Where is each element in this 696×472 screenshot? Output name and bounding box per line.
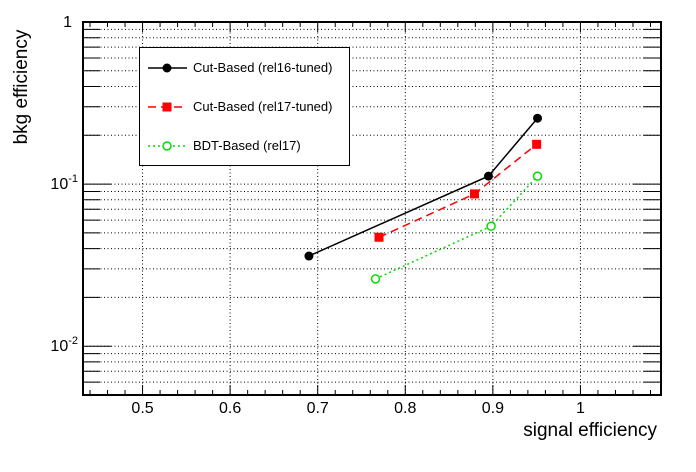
- legend-sample-0: [148, 63, 187, 72]
- legend-label: Cut-Based (rel17-tuned): [193, 99, 333, 114]
- legend-label: Cut-Based (rel16-tuned): [193, 60, 333, 75]
- legend-sample-marker: [162, 102, 172, 111]
- data-point: [370, 274, 381, 284]
- series-0: [304, 113, 543, 261]
- data-point: [533, 113, 543, 123]
- x-tick-label: 0.5: [131, 400, 153, 417]
- x-tick-label: 0.9: [482, 400, 504, 417]
- y-axis-title: bkg efficiency: [11, 29, 32, 145]
- y-tick-label: 1: [63, 14, 72, 31]
- x-tick-label: 1: [576, 400, 585, 417]
- x-axis-title: signal efficiency: [523, 420, 657, 441]
- series-line: [378, 143, 538, 238]
- data-point: [532, 139, 542, 149]
- series-1: [374, 139, 542, 242]
- data-point: [486, 221, 496, 231]
- series-2: [370, 171, 543, 284]
- axis-labels: 0.5 0.6 0.7 0.8 0.9 1 1 10-1 10-2: [50, 14, 585, 417]
- y-tick-label: 10-2: [50, 335, 78, 355]
- legend-marker-2: [148, 139, 188, 153]
- legend-sample-2: [148, 140, 187, 151]
- tick-marks: [83, 22, 661, 395]
- data-point: [483, 171, 493, 181]
- grid-lines: [83, 22, 661, 395]
- data-point: [532, 171, 543, 181]
- data-point: [374, 232, 384, 242]
- data-point: [469, 189, 479, 199]
- x-tick-label: 0.6: [219, 400, 241, 417]
- x-tick-label: 0.7: [307, 400, 329, 417]
- legend-box: Cut-Based (rel16-tuned) Cut-Based (rel17…: [139, 47, 350, 166]
- legend-item-bdt-rel17: BDT-Based (rel17): [140, 126, 349, 165]
- legend-sample-marker: [162, 140, 172, 151]
- series-line: [375, 175, 539, 280]
- legend-label: BDT-Based (rel17): [193, 138, 301, 153]
- y-tick-label: 10-1: [50, 173, 78, 193]
- legend-item-cutbased-rel16: Cut-Based (rel16-tuned): [140, 48, 349, 87]
- legend-sample-marker: [162, 63, 172, 72]
- legend-sample-1: [148, 102, 187, 111]
- legend-marker-1: [148, 100, 188, 114]
- plot-frame: [82, 21, 662, 396]
- data-point: [304, 251, 314, 261]
- legend-item-cutbased-rel17: Cut-Based (rel17-tuned): [140, 87, 349, 126]
- legend-marker-0: [148, 61, 188, 75]
- x-tick-label: 0.8: [394, 400, 416, 417]
